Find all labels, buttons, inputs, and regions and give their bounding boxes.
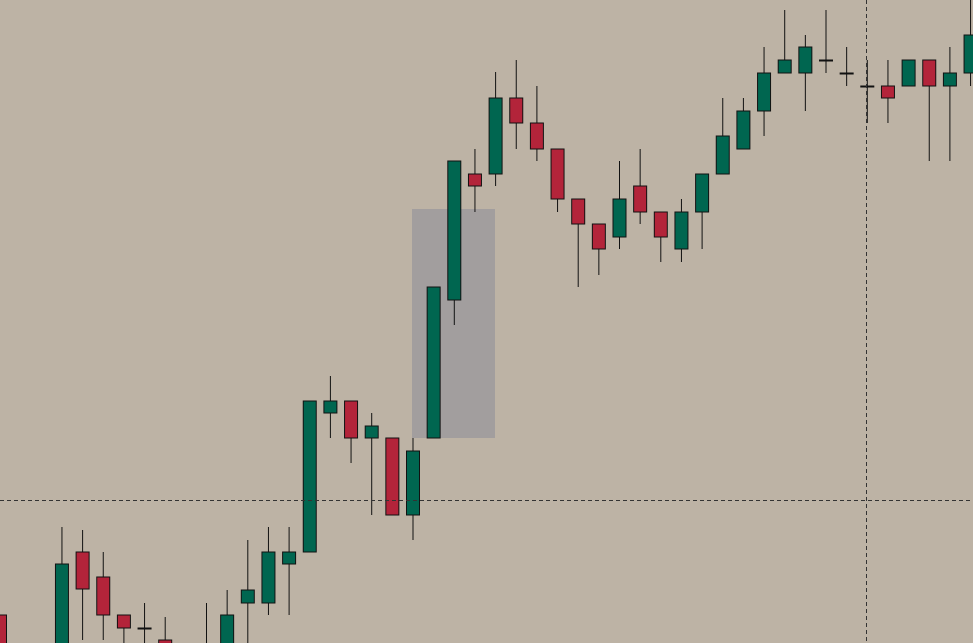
- candle-body: [736, 110, 751, 150]
- candle-body: [550, 148, 565, 200]
- candle-body: [323, 400, 338, 414]
- candle-body: [447, 160, 462, 301]
- candle-body: [137, 627, 152, 630]
- candle-body: [571, 198, 586, 225]
- candle-body: [282, 551, 297, 565]
- candle-body: [963, 34, 973, 74]
- candle-body: [364, 425, 379, 439]
- candle-body: [674, 211, 689, 250]
- candle-body: [261, 551, 276, 604]
- candle-body: [0, 614, 7, 643]
- candle-body: [653, 211, 668, 238]
- candle-body: [633, 185, 648, 213]
- candle-body: [529, 122, 544, 150]
- candle-body: [757, 72, 772, 112]
- candle-body: [96, 576, 111, 616]
- candle-body: [880, 85, 895, 99]
- candle-body: [488, 97, 503, 175]
- candle-body: [819, 59, 833, 62]
- candle-body: [302, 400, 317, 553]
- candle-body: [116, 614, 131, 629]
- candle-body: [344, 400, 359, 439]
- candle-body: [860, 85, 875, 88]
- candle-body: [798, 46, 813, 74]
- candle-body: [612, 198, 627, 238]
- candle-body: [385, 437, 400, 516]
- candle-body: [509, 97, 524, 124]
- candle-body: [406, 450, 420, 516]
- candle-body: [715, 135, 730, 175]
- candle-body: [75, 551, 90, 590]
- candle-body: [240, 589, 255, 604]
- candle-body: [777, 59, 792, 74]
- candle-body: [467, 173, 482, 187]
- candle-body: [839, 72, 854, 75]
- candle-body: [591, 223, 606, 250]
- candle-body: [942, 72, 957, 87]
- candle-body: [426, 286, 441, 439]
- candle-body: [54, 563, 69, 643]
- candle-body: [695, 173, 710, 213]
- candle-body: [220, 614, 235, 643]
- candle-body: [901, 59, 916, 87]
- candle-body: [922, 59, 937, 87]
